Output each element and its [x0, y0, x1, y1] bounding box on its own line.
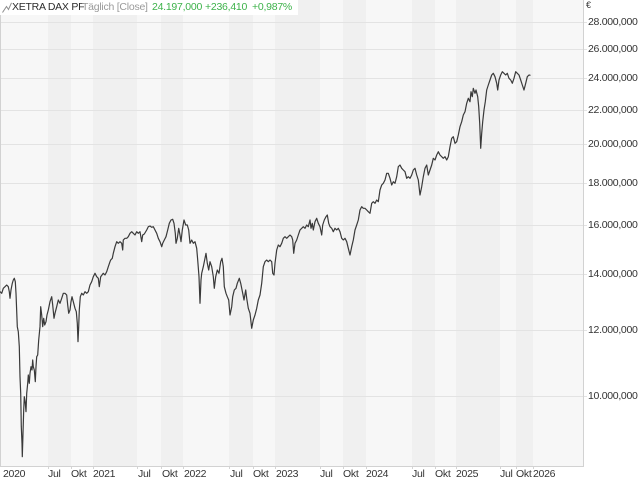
period-band [412, 0, 435, 466]
x-axis-label: Jul [138, 468, 151, 480]
x-axis-label: 2021 [93, 468, 116, 480]
x-axis-label: Okt [343, 468, 359, 480]
x-axis-label: Jul [320, 468, 333, 480]
y-axis-label: 12.000,000 [588, 324, 638, 336]
period-band [48, 0, 71, 466]
x-axis-label: Jul [500, 468, 513, 480]
period-band [500, 0, 516, 466]
period-band [366, 0, 412, 466]
x-axis-label: Jul [48, 468, 61, 480]
x-axis-label: 2020 [3, 468, 26, 480]
period-band [533, 0, 584, 466]
change-absolute: +236,410 [205, 1, 248, 13]
period-bands [0, 0, 584, 469]
period-band [161, 0, 183, 466]
period-band [0, 0, 48, 466]
x-axis-label: 2023 [276, 468, 299, 480]
chart-legend: XETRA DAX PF Täglich [Close] 24.197,000 … [0, 0, 298, 15]
y-axis-label: 10.000,000 [588, 390, 638, 402]
x-axis-label: 2024 [366, 468, 389, 480]
plot-frame [0, 0, 584, 467]
line-chart-icon[interactable] [2, 2, 12, 13]
x-axis-label: Okt [71, 468, 87, 480]
x-axis-label: 2022 [184, 468, 207, 480]
currency-label: € [586, 0, 592, 10]
period-band [435, 0, 456, 466]
period-band [71, 0, 93, 466]
y-axis-label: 26.000,000 [588, 43, 638, 55]
instrument-name[interactable]: XETRA DAX PF [12, 1, 85, 13]
y-axis-label: 18.000,000 [588, 177, 638, 189]
period-band [229, 0, 253, 466]
change-percent: +0,987% [252, 1, 292, 13]
x-axis-label: Jul [412, 468, 425, 480]
period-band [320, 0, 343, 466]
period-band [516, 0, 533, 466]
y-axis-label: 20.000,000 [588, 138, 638, 150]
price-line [0, 71, 531, 458]
x-axis-label: Okt [435, 468, 451, 480]
period-band [183, 0, 229, 466]
period-band [253, 0, 275, 466]
y-axis-label: 14.000,000 [588, 268, 638, 280]
y-axis-label: 24.000,000 [588, 72, 638, 84]
last-value: 24.197,000 [152, 1, 203, 13]
gridlines [0, 22, 587, 397]
x-axis-label: Okt [253, 468, 269, 480]
period-band [275, 0, 320, 466]
interval-label[interactable]: Täglich [Close] [82, 1, 148, 13]
y-axis-label: 22.000,000 [588, 104, 638, 116]
y-axis-label: 28.000,000 [588, 16, 638, 28]
x-axis-label: Jul [230, 468, 243, 480]
x-axis-label: Okt [162, 468, 178, 480]
x-axis-label: Okt [516, 468, 532, 480]
period-band [456, 0, 500, 466]
x-axis-label: 2026 [533, 468, 556, 480]
x-axis-label: 2025 [456, 468, 479, 480]
y-axis-label: 16.000,000 [588, 219, 638, 231]
